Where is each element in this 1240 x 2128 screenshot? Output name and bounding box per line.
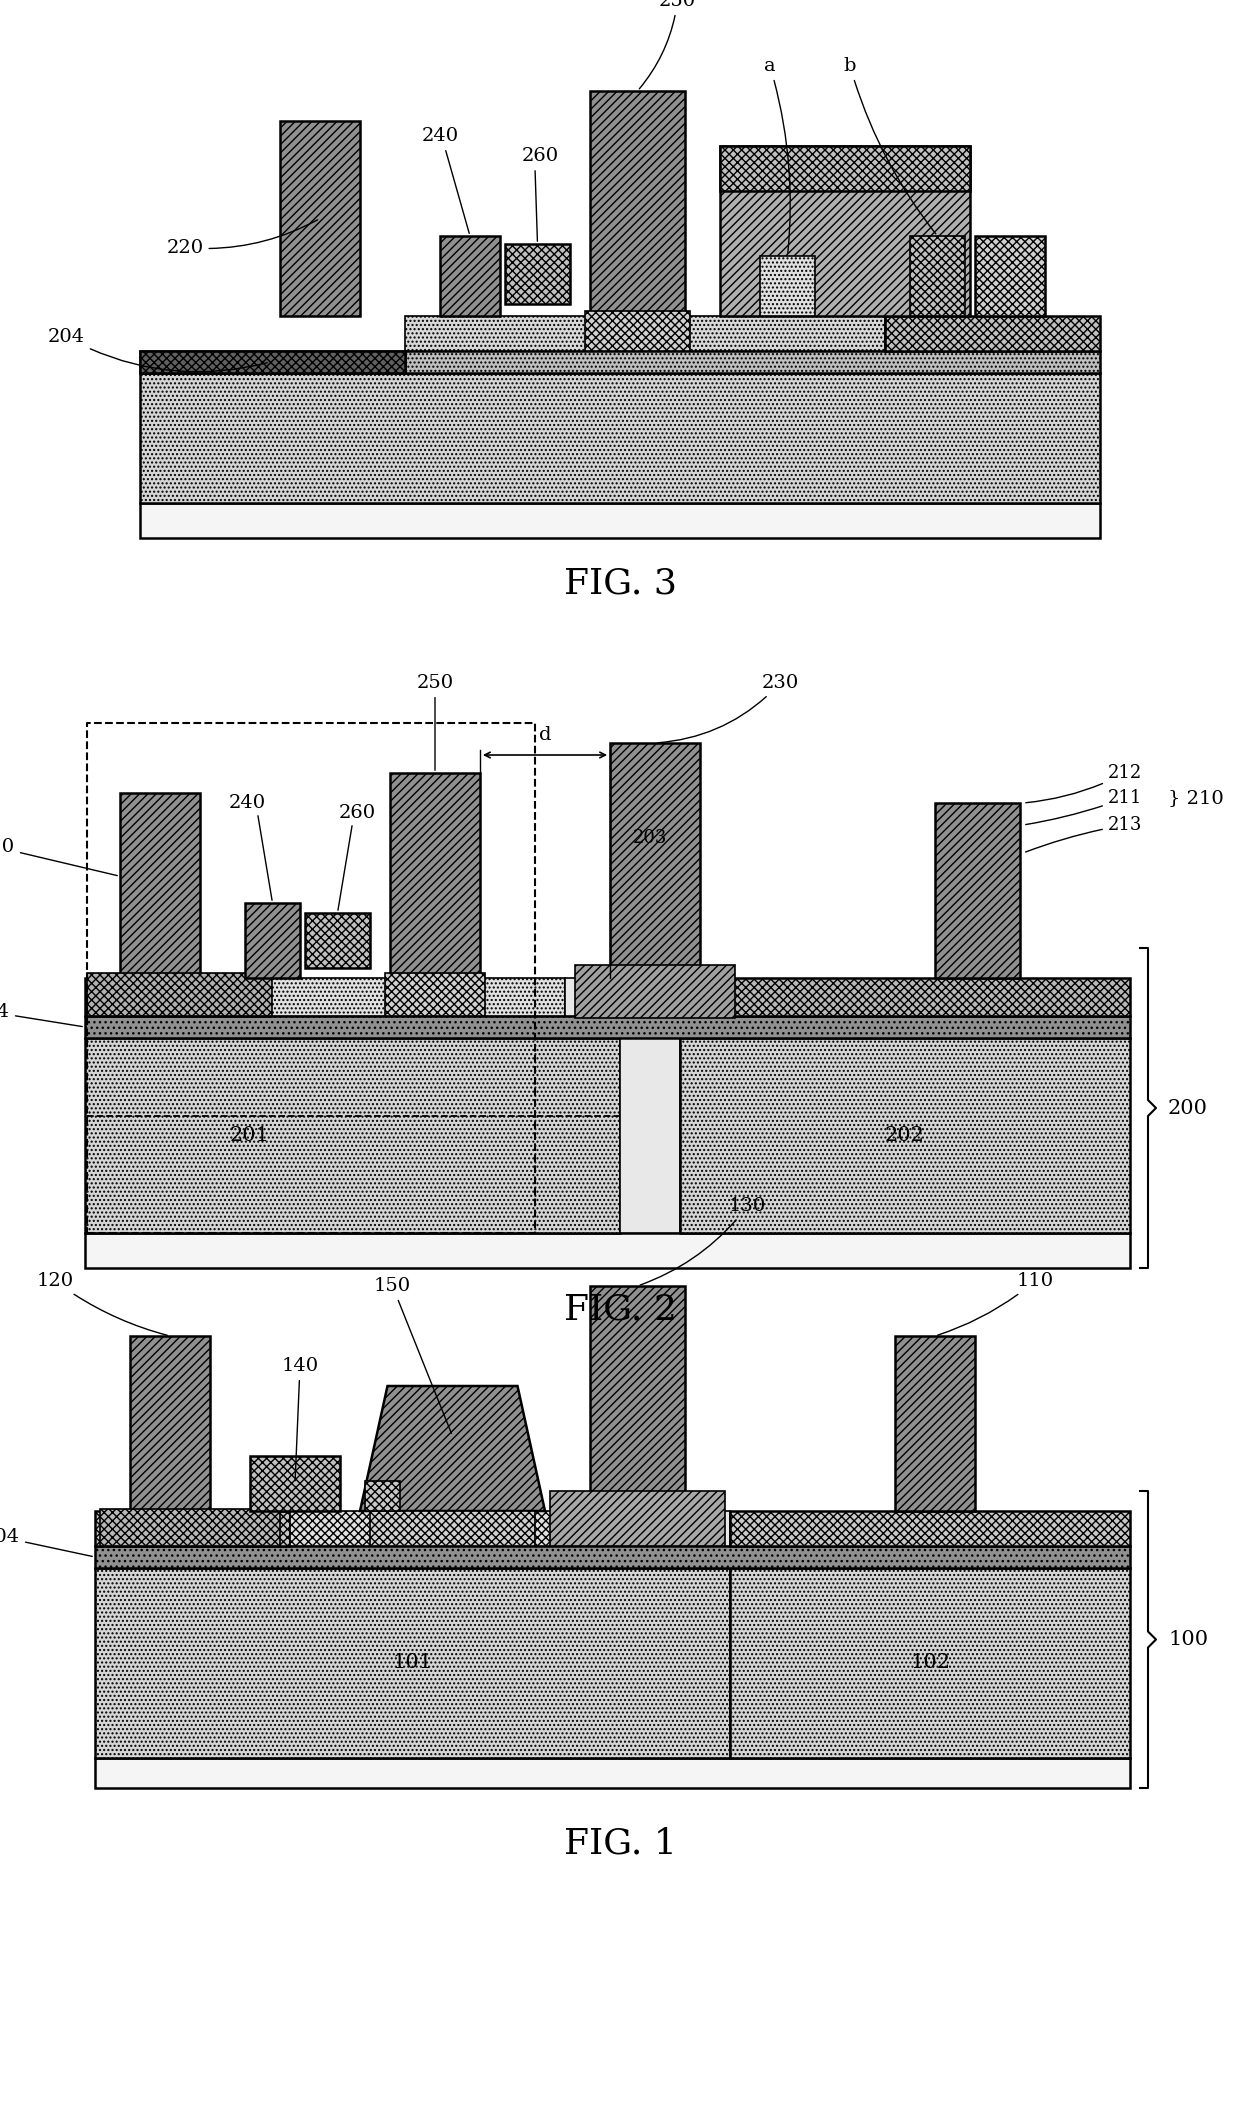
Bar bbox=[370, 1511, 534, 1547]
Text: 130: 130 bbox=[640, 1196, 766, 1285]
Text: 204: 204 bbox=[48, 328, 268, 372]
Bar bbox=[680, 979, 1130, 1015]
Bar bbox=[590, 92, 684, 315]
Bar bbox=[975, 236, 1045, 315]
Bar bbox=[95, 1568, 730, 1758]
Text: 230: 230 bbox=[657, 675, 799, 743]
Bar bbox=[95, 1547, 1130, 1568]
Text: 220: 220 bbox=[0, 838, 118, 875]
Text: FIG. 2: FIG. 2 bbox=[563, 1294, 677, 1328]
Text: d: d bbox=[538, 726, 552, 745]
Bar bbox=[87, 972, 272, 1015]
Text: 102: 102 bbox=[910, 1653, 950, 1673]
Bar bbox=[305, 913, 370, 968]
Bar bbox=[405, 315, 885, 351]
Text: 250: 250 bbox=[417, 675, 454, 770]
Bar bbox=[384, 972, 485, 1015]
Bar bbox=[610, 743, 701, 979]
Bar bbox=[720, 147, 970, 315]
Bar bbox=[620, 1038, 680, 1232]
Bar bbox=[86, 979, 270, 1015]
Text: 120: 120 bbox=[36, 1273, 167, 1334]
Bar bbox=[120, 794, 200, 979]
Bar bbox=[140, 351, 405, 372]
Polygon shape bbox=[360, 1385, 546, 1511]
Bar bbox=[280, 121, 360, 315]
Bar bbox=[391, 772, 480, 979]
Bar bbox=[885, 315, 1100, 351]
Bar bbox=[86, 1232, 1130, 1268]
Bar bbox=[730, 1511, 1130, 1547]
Bar bbox=[610, 1511, 730, 1547]
Text: 260: 260 bbox=[339, 804, 376, 821]
Bar bbox=[720, 147, 970, 192]
Bar bbox=[895, 1336, 975, 1511]
Text: 104: 104 bbox=[0, 1528, 92, 1556]
Text: 250: 250 bbox=[640, 0, 696, 89]
Text: FIG. 3: FIG. 3 bbox=[563, 566, 677, 600]
Text: 220: 220 bbox=[166, 219, 317, 257]
Bar bbox=[575, 964, 735, 1017]
Bar bbox=[140, 372, 1100, 502]
Text: 203: 203 bbox=[632, 828, 667, 847]
Text: 101: 101 bbox=[392, 1653, 433, 1673]
Bar bbox=[440, 236, 500, 315]
Text: 212: 212 bbox=[1025, 764, 1142, 802]
Bar bbox=[565, 979, 680, 1015]
Bar bbox=[270, 979, 565, 1015]
Bar bbox=[935, 802, 1021, 979]
Text: 211: 211 bbox=[1025, 789, 1142, 824]
Text: 240: 240 bbox=[422, 128, 459, 145]
Bar bbox=[910, 236, 965, 315]
Bar bbox=[680, 1038, 1130, 1232]
Bar bbox=[246, 902, 300, 979]
Bar bbox=[760, 255, 815, 315]
Bar bbox=[250, 1456, 340, 1511]
Bar bbox=[100, 1509, 280, 1547]
Bar bbox=[86, 1038, 620, 1232]
Text: 150: 150 bbox=[374, 1277, 451, 1434]
Text: 100: 100 bbox=[1168, 1630, 1208, 1649]
Text: 202: 202 bbox=[885, 1126, 925, 1145]
Text: 204: 204 bbox=[0, 1002, 82, 1026]
Bar bbox=[551, 1492, 725, 1547]
Bar bbox=[140, 351, 405, 372]
Bar bbox=[290, 1511, 610, 1547]
Bar bbox=[505, 245, 570, 304]
Text: 200: 200 bbox=[1168, 1098, 1208, 1117]
Text: a: a bbox=[764, 57, 790, 253]
Bar bbox=[86, 1015, 1130, 1038]
Bar bbox=[95, 1758, 1130, 1788]
Text: 260: 260 bbox=[522, 147, 558, 166]
Text: 201: 201 bbox=[229, 1126, 270, 1145]
Bar bbox=[590, 1285, 684, 1511]
Bar bbox=[730, 1568, 1130, 1758]
Text: FIG. 1: FIG. 1 bbox=[563, 1826, 677, 1860]
Text: } 210: } 210 bbox=[1168, 789, 1224, 807]
Bar bbox=[130, 1336, 210, 1511]
Text: b: b bbox=[843, 57, 936, 234]
Bar bbox=[405, 351, 1100, 372]
Text: 110: 110 bbox=[937, 1273, 1054, 1334]
Text: 140: 140 bbox=[281, 1358, 319, 1481]
Bar bbox=[140, 502, 1100, 538]
Text: 240: 240 bbox=[229, 794, 267, 813]
Text: 213: 213 bbox=[1025, 815, 1142, 851]
Bar bbox=[95, 1511, 290, 1547]
Bar bbox=[585, 311, 689, 351]
Bar bbox=[365, 1481, 401, 1511]
